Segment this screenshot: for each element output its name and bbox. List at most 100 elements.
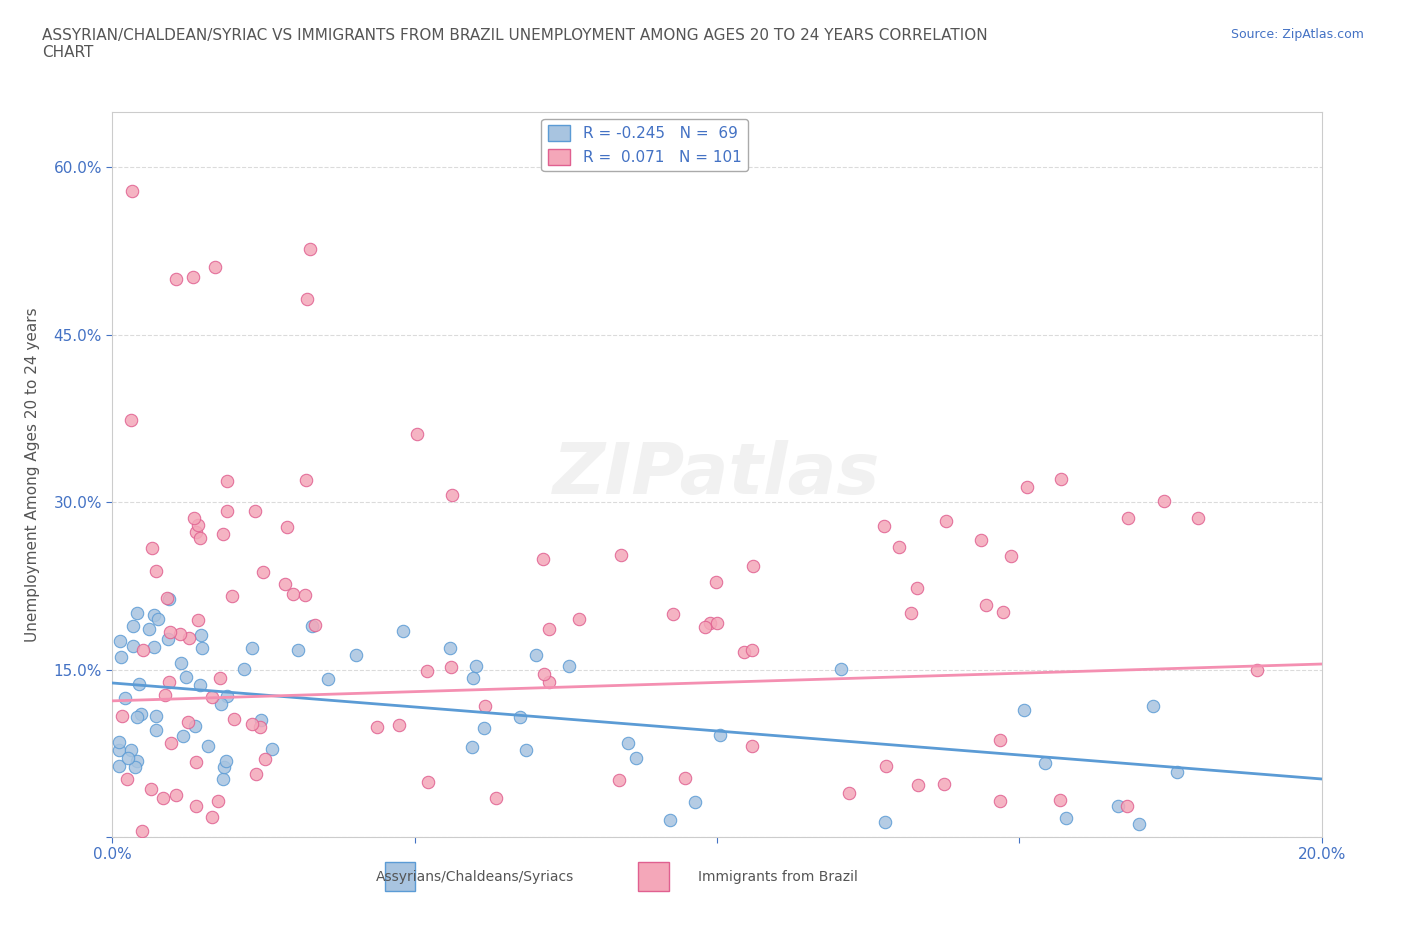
Point — [1012, 702, 1035, 717]
Point — [932, 777, 955, 791]
Point — [250, 712, 273, 727]
Point — [524, 647, 547, 662]
Point — [366, 720, 388, 735]
Point — [439, 640, 461, 655]
Point — [201, 809, 224, 824]
Point — [474, 698, 496, 713]
Point — [120, 743, 142, 758]
Point — [440, 659, 463, 674]
Point — [875, 759, 897, 774]
Text: ASSYRIAN/CHALDEAN/SYRIAC VS IMMIGRANTS FROM BRAZIL UNEMPLOYMENT AMONG AGES 20 TO: ASSYRIAN/CHALDEAN/SYRIAC VS IMMIGRANTS F… — [42, 28, 988, 60]
Point — [607, 772, 630, 787]
Point — [240, 716, 263, 731]
Point — [531, 551, 554, 566]
Point — [873, 815, 896, 830]
Point — [704, 574, 727, 589]
Point — [141, 540, 163, 555]
Point — [169, 626, 191, 641]
Point — [179, 631, 201, 645]
Point — [1246, 662, 1268, 677]
Text: Immigrants from Brazil: Immigrants from Brazil — [697, 870, 858, 884]
Point — [1033, 756, 1056, 771]
Point — [249, 720, 271, 735]
Point — [391, 623, 413, 638]
Point — [304, 618, 326, 632]
Point — [214, 754, 236, 769]
Point — [188, 677, 211, 692]
Point — [900, 605, 922, 620]
Point — [122, 638, 145, 653]
Point — [624, 751, 647, 765]
Point — [124, 759, 146, 774]
Point — [709, 727, 731, 742]
Point — [165, 272, 187, 286]
Point — [889, 539, 911, 554]
Point — [1128, 817, 1150, 831]
Point — [125, 710, 148, 724]
Point — [156, 591, 179, 605]
Point — [217, 473, 239, 488]
Point — [128, 677, 150, 692]
Point — [617, 736, 640, 751]
Point — [661, 606, 683, 621]
Point — [1116, 799, 1139, 814]
Point — [558, 658, 581, 673]
Point — [108, 633, 131, 648]
Point — [174, 670, 197, 684]
Point — [209, 697, 232, 711]
Point — [245, 503, 267, 518]
Point — [232, 661, 254, 676]
Point — [1049, 793, 1071, 808]
Point — [187, 613, 209, 628]
Point — [165, 788, 187, 803]
Point — [568, 612, 591, 627]
Point — [294, 588, 316, 603]
Point — [905, 580, 928, 595]
Point — [610, 548, 633, 563]
Point — [538, 675, 561, 690]
Point — [188, 531, 211, 546]
Point — [440, 487, 463, 502]
Point — [699, 616, 721, 631]
Point — [153, 687, 176, 702]
Point — [145, 564, 167, 578]
Point — [157, 675, 180, 690]
Point — [212, 526, 235, 541]
Point — [418, 775, 440, 790]
Point — [509, 710, 531, 724]
Point — [252, 565, 274, 579]
Point — [122, 618, 145, 633]
Point — [873, 518, 896, 533]
Point — [1054, 811, 1077, 826]
Point — [152, 790, 174, 805]
Point — [463, 671, 485, 685]
Point — [1015, 479, 1038, 494]
Point — [706, 616, 728, 631]
Point — [160, 736, 183, 751]
Point — [281, 587, 304, 602]
Point — [695, 619, 717, 634]
Point — [1107, 799, 1129, 814]
Point — [276, 520, 298, 535]
Point — [1116, 511, 1139, 525]
Point — [191, 641, 214, 656]
Point — [970, 532, 993, 547]
Point — [125, 753, 148, 768]
Point — [145, 722, 167, 737]
Point — [177, 714, 200, 729]
Point — [127, 605, 149, 620]
Bar — [638, 862, 669, 891]
Text: ZIPatlas: ZIPatlas — [554, 440, 880, 509]
Point — [461, 739, 484, 754]
Point — [156, 631, 179, 646]
Point — [935, 513, 957, 528]
Point — [1050, 472, 1073, 487]
Point — [212, 772, 235, 787]
Point — [245, 766, 267, 781]
Point — [207, 793, 229, 808]
Text: Source: ZipAtlas.com: Source: ZipAtlas.com — [1230, 28, 1364, 41]
Point — [197, 738, 219, 753]
Point — [183, 511, 205, 525]
Point — [993, 604, 1015, 619]
Point — [830, 661, 852, 676]
